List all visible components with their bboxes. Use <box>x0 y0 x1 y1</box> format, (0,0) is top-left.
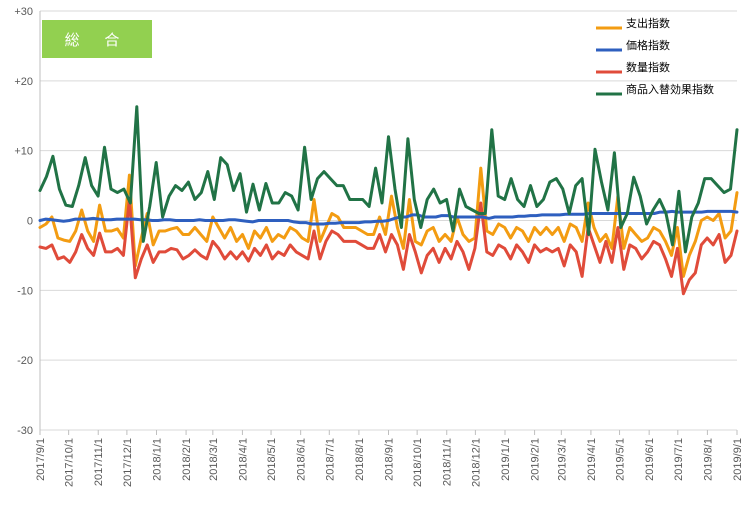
x-tick-label: 2019/2/1 <box>530 438 542 481</box>
x-tick-label: 2019/8/1 <box>702 438 714 481</box>
x-tick-label: 2019/4/1 <box>586 438 598 481</box>
x-tick-label: 2019/5/1 <box>615 438 627 481</box>
x-tick-label: 2018/7/1 <box>324 438 336 481</box>
legend-label: 支出指数 <box>626 16 670 30</box>
x-axis: 2017/9/1 2017/10/1 2017/11/1 2017/12/1 2018/… <box>35 430 742 487</box>
x-tick-label: 2017/9/1 <box>35 438 47 481</box>
y-tick-label: -10 <box>17 285 33 297</box>
y-tick-label: +10 <box>14 146 33 158</box>
series-lines <box>38 105 739 296</box>
x-tick-label: 2018/8/1 <box>354 438 366 481</box>
y-tick-label: 0 <box>27 216 33 228</box>
x-tick-label: 2017/11/1 <box>93 438 105 486</box>
legend-label: 商品入替効果指数 <box>626 82 714 96</box>
x-tick-label: 2018/6/1 <box>296 438 308 481</box>
x-tick-label: 2018/12/1 <box>470 438 482 487</box>
x-tick-label: 2019/6/1 <box>644 438 656 481</box>
y-tick-label: +30 <box>14 6 33 18</box>
x-tick-label: 2018/2/1 <box>181 438 193 481</box>
x-tick-label: 2018/10/1 <box>412 438 424 487</box>
x-tick-label: 2018/11/1 <box>442 438 454 486</box>
series-line-2 <box>38 198 739 296</box>
legend-label: 数量指数 <box>626 60 670 74</box>
x-tick-label: 2018/9/1 <box>384 438 396 481</box>
x-tick-label: 2019/7/1 <box>673 438 685 481</box>
x-tick-label: 2019/3/1 <box>556 438 568 481</box>
x-tick-label: 2018/5/1 <box>266 438 278 481</box>
y-axis: +30 +20 +10 0 -10 -20 -30 <box>14 6 41 437</box>
x-tick-label: 2017/12/1 <box>122 438 134 487</box>
y-tick-label: +20 <box>14 76 33 88</box>
x-tick-label: 2018/3/1 <box>208 438 220 481</box>
x-tick-label: 2018/1/1 <box>151 438 163 481</box>
category-badge: 総 合 <box>42 20 152 58</box>
x-tick-label: 2017/10/1 <box>64 438 76 487</box>
x-tick-label: 2018/4/1 <box>237 438 249 481</box>
badge-label: 総 合 <box>65 31 130 49</box>
series-line-3 <box>38 105 739 254</box>
x-tick-label: 2019/1/1 <box>500 438 512 481</box>
x-tick-label: 2019/9/1 <box>732 438 742 481</box>
y-tick-label: -20 <box>17 355 33 367</box>
legend-label: 価格指数 <box>626 38 670 52</box>
y-tick-label: -30 <box>17 425 33 437</box>
badge-background <box>42 20 152 58</box>
